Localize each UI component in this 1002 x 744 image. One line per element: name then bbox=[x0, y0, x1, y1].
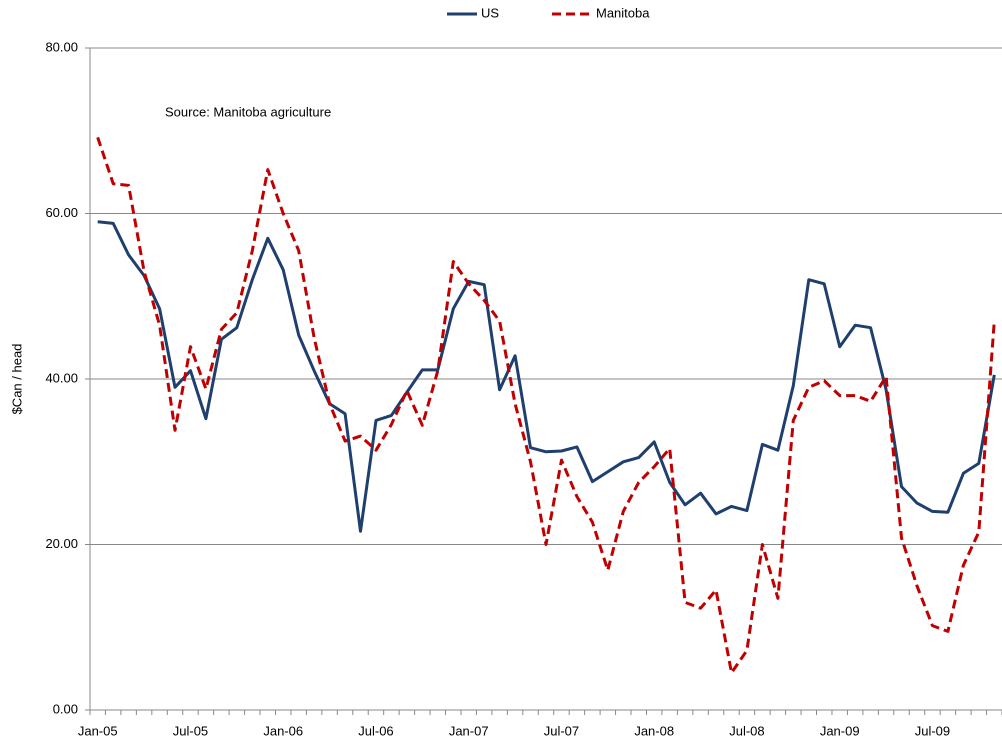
x-tick-label: Jan-05 bbox=[78, 723, 118, 738]
y-tick-label: 80.00 bbox=[45, 39, 78, 54]
x-tick-label: Jul-09 bbox=[915, 723, 950, 738]
y-tick-label: 0.00 bbox=[53, 701, 78, 716]
annotation: Source: Manitoba agriculture bbox=[165, 104, 331, 119]
x-tick-label: Jan-08 bbox=[634, 723, 674, 738]
y-tick-label: 20.00 bbox=[45, 536, 78, 551]
y-axis-label: $Can / head bbox=[9, 344, 24, 415]
x-tick-label: Jan-09 bbox=[820, 723, 860, 738]
x-tick-label: Jul-06 bbox=[358, 723, 393, 738]
x-tick-label: Jan-07 bbox=[449, 723, 489, 738]
y-tick-label: 60.00 bbox=[45, 205, 78, 220]
x-tick-label: Jul-05 bbox=[173, 723, 208, 738]
x-tick-label: Jul-08 bbox=[729, 723, 764, 738]
y-tick-label: 40.00 bbox=[45, 370, 78, 385]
x-tick-label: Jan-06 bbox=[263, 723, 303, 738]
legend-label: US bbox=[481, 5, 499, 20]
series-line bbox=[96, 136, 996, 675]
series-line bbox=[97, 220, 996, 533]
x-tick-label: Jul-07 bbox=[544, 723, 579, 738]
legend-label: Manitoba bbox=[596, 5, 650, 20]
